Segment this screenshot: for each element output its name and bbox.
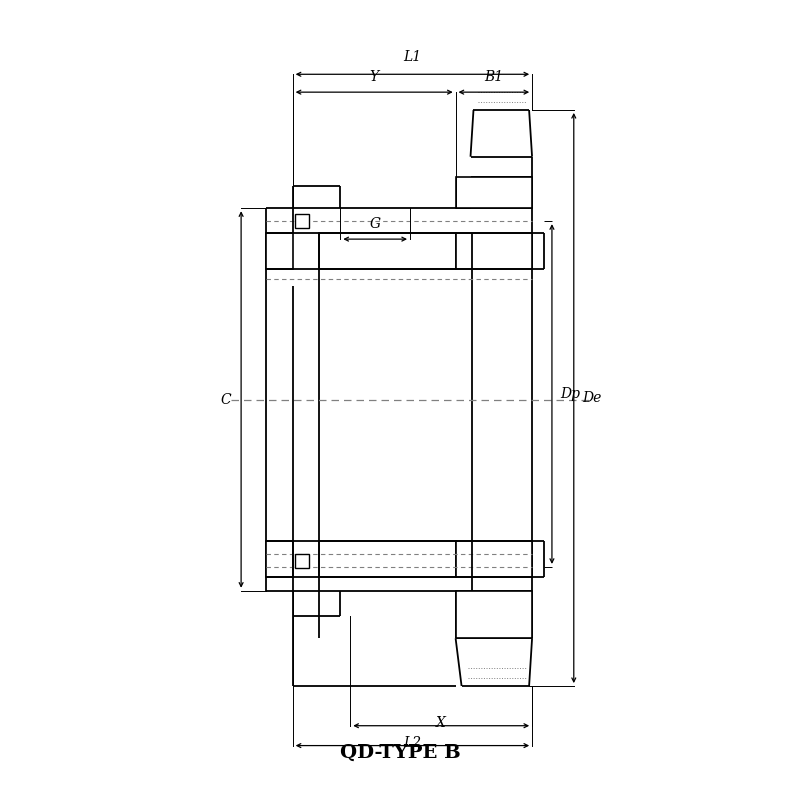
Bar [294,214,309,228]
Text: X: X [436,716,446,730]
Bar [456,177,532,208]
Text: B1: B1 [484,70,503,84]
Bar [456,541,532,577]
Text: Y: Y [370,70,378,84]
Text: De: De [582,391,601,405]
Bar [266,233,293,269]
Bar [318,541,456,577]
Bar [456,590,532,638]
Text: L1: L1 [403,50,422,64]
Text: QD-TYPE B: QD-TYPE B [340,743,460,762]
Text: G: G [370,217,381,231]
Text: C: C [221,393,231,406]
Text: L2: L2 [403,736,422,750]
Bar [266,541,293,577]
Bar [294,554,309,568]
Bar [318,233,456,269]
Text: Dp: Dp [560,387,580,401]
Bar [456,233,532,269]
